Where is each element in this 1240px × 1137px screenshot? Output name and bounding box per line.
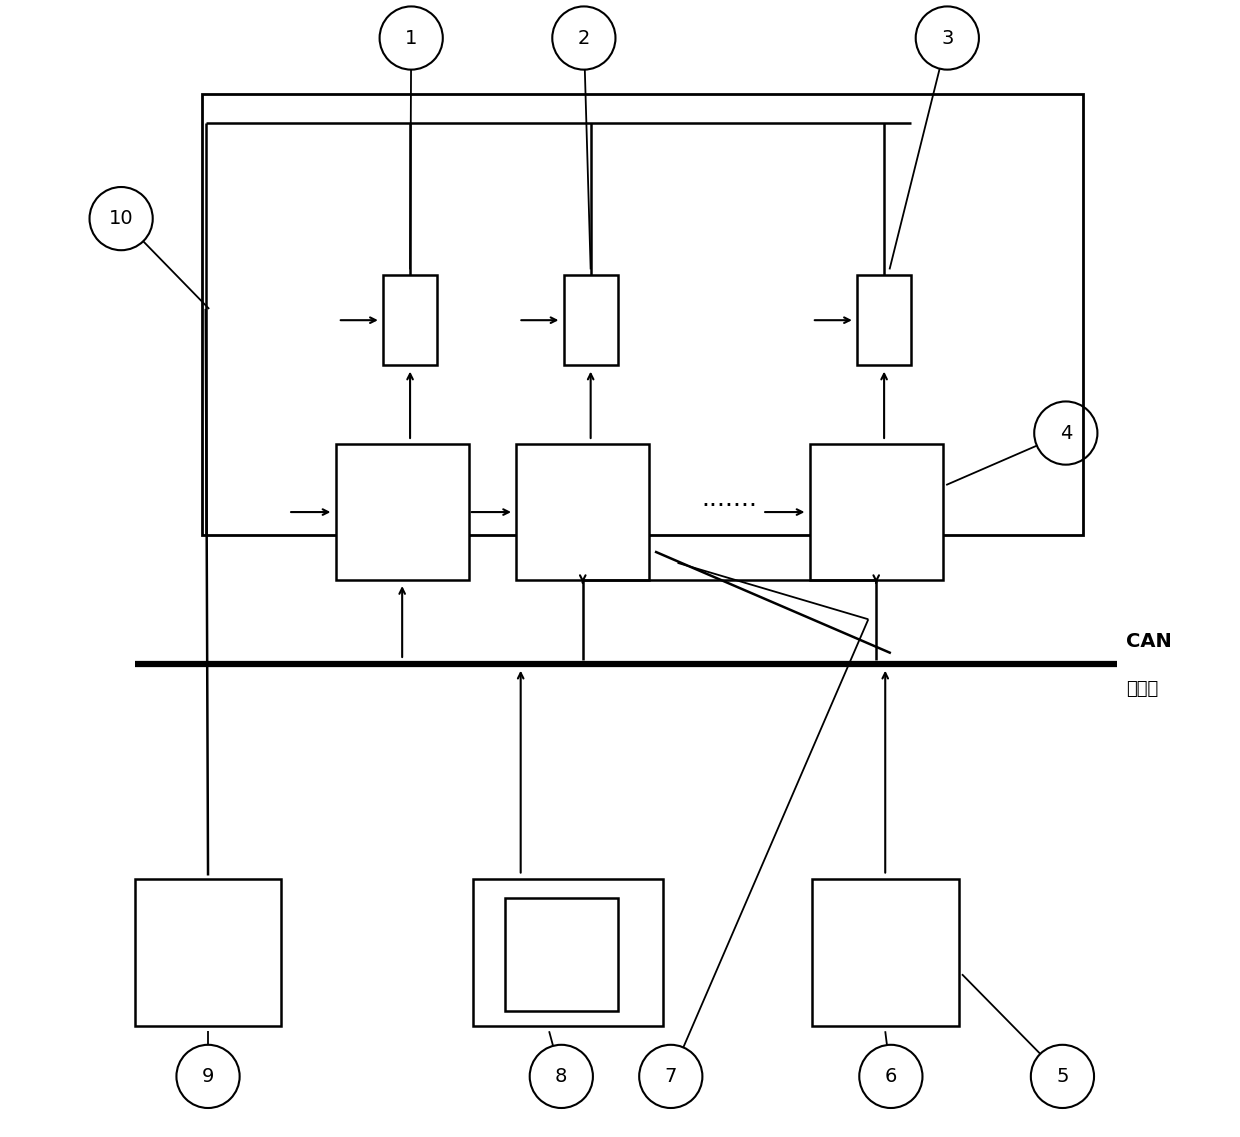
Text: 4: 4 — [1060, 424, 1073, 442]
Bar — [563, 275, 618, 365]
Bar — [474, 879, 663, 1026]
Bar — [505, 898, 618, 1011]
Text: 1: 1 — [405, 28, 418, 48]
Text: CAN: CAN — [1126, 632, 1172, 652]
Bar — [202, 94, 1083, 534]
Bar — [516, 445, 650, 580]
Bar — [135, 879, 281, 1026]
Text: 5: 5 — [1056, 1067, 1069, 1086]
Text: 8: 8 — [556, 1067, 568, 1086]
Text: 主总线: 主总线 — [1126, 680, 1158, 698]
Text: 3: 3 — [941, 28, 954, 48]
Text: .......: ....... — [702, 487, 758, 511]
Text: 2: 2 — [578, 28, 590, 48]
Bar — [383, 275, 438, 365]
Bar — [336, 445, 469, 580]
Text: 10: 10 — [109, 209, 134, 229]
Text: 6: 6 — [884, 1067, 897, 1086]
Text: 7: 7 — [665, 1067, 677, 1086]
Bar — [810, 445, 942, 580]
Bar — [857, 275, 911, 365]
Bar — [812, 879, 959, 1026]
Text: 9: 9 — [202, 1067, 215, 1086]
